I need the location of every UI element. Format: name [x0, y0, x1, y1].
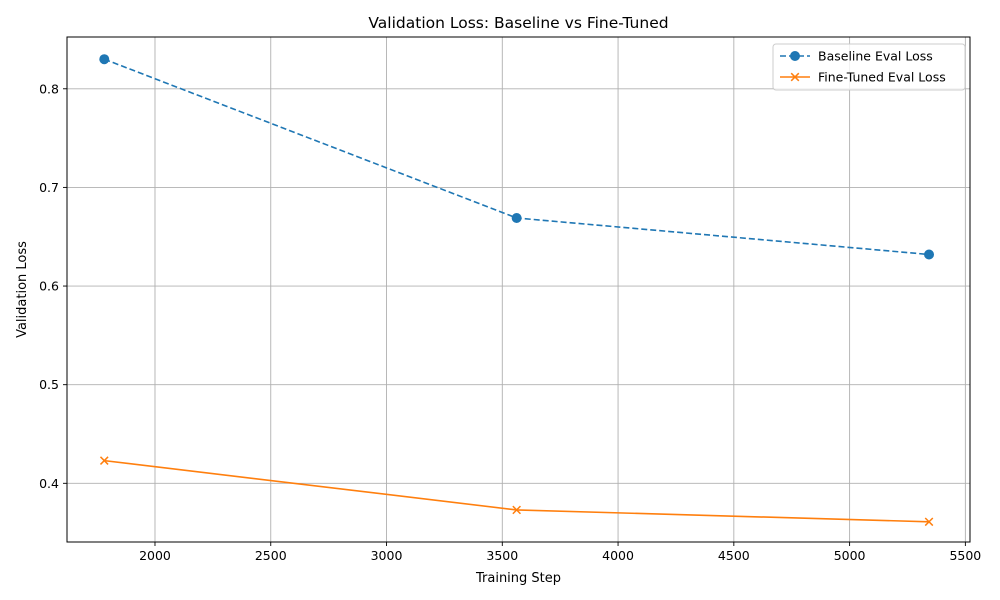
legend-box [772, 43, 966, 91]
x-tick-label: 4500 [718, 548, 750, 563]
y-axis: 0.4 0.5 0.6 0.7 0.8 [39, 81, 67, 491]
y-tick-label: 0.4 [39, 476, 59, 491]
legend-label: Fine-Tuned Eval Loss [818, 70, 946, 85]
legend-items: Baseline Eval Loss Fine-Tuned Eval Loss [780, 49, 946, 85]
legend: Baseline Eval Loss Fine-Tuned Eval Loss [772, 43, 966, 91]
data-point [99, 456, 109, 465]
grid [67, 37, 970, 542]
data-point [512, 505, 521, 515]
marker-stroke [512, 505, 521, 515]
data-point [99, 54, 110, 65]
series-fine-tuned [99, 456, 934, 527]
legend-label: Baseline Eval Loss [818, 49, 933, 64]
series-line [104, 459, 930, 523]
legend-item: Fine-Tuned Eval Loss [780, 70, 946, 85]
y-tick-label: 0.5 [39, 377, 59, 392]
x-tick-label: 4000 [602, 548, 634, 563]
x-axis-label: Training Step [475, 571, 561, 586]
legend-marker [790, 51, 800, 61]
marker-stroke [99, 456, 109, 465]
legend-item: Baseline Eval Loss [780, 49, 933, 64]
x-tick-label: 3500 [486, 548, 518, 563]
data-point [924, 517, 934, 527]
y-tick-label: 0.8 [39, 81, 59, 96]
y-tick-label: 0.6 [39, 279, 59, 294]
data-point [511, 212, 522, 223]
series-baseline [99, 54, 935, 260]
plot-frame [66, 36, 971, 543]
x-tick-label: 5000 [834, 548, 866, 563]
x-tick-label: 2000 [139, 548, 171, 563]
y-axis-label: Validation Loss [15, 241, 30, 338]
marker-stroke [924, 517, 934, 527]
legend-marker [790, 72, 800, 82]
series-layer [99, 54, 935, 527]
chart-title: Validation Loss: Baseline vs Fine-Tuned [368, 14, 668, 32]
marker-stroke [790, 72, 800, 82]
x-tick-label: 3000 [371, 548, 403, 563]
x-tick-label: 5500 [949, 548, 981, 563]
data-point [924, 249, 935, 260]
y-tick-label: 0.7 [39, 180, 59, 195]
x-tick-label: 2500 [255, 548, 287, 563]
x-axis: 2000 2500 3000 3500 4000 4500 5000 5500 [139, 542, 981, 563]
